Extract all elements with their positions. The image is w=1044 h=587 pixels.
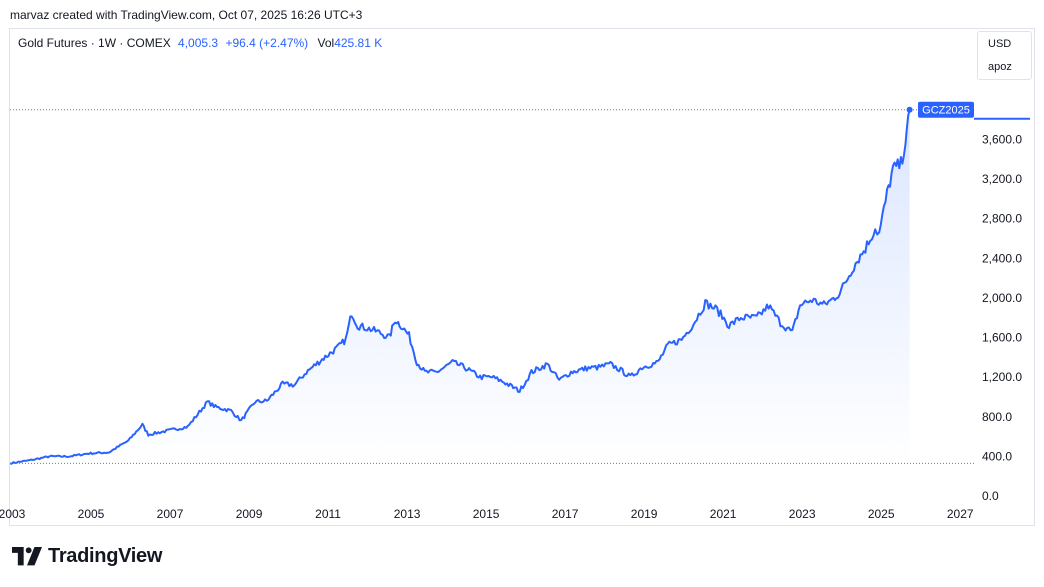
price-change: +96.4 (+2.47%): [225, 36, 309, 50]
guide-layer: [10, 106, 974, 464]
x-tick-label: 2015: [473, 507, 500, 521]
area-layer: [10, 109, 910, 467]
x-tick-label: 2011: [315, 507, 341, 521]
price-line: [9, 109, 911, 465]
symbol-name[interactable]: Gold Futures · 1W · COMEX: [18, 36, 171, 50]
tradingview-brand[interactable]: TradingView: [12, 545, 162, 568]
volume-value: 425.81 K: [334, 36, 383, 50]
y-tick-label: 2,400.0: [982, 251, 1022, 265]
y-tick-label: 800.0: [982, 410, 1012, 424]
last-price-dot: [906, 106, 913, 113]
x-tick-label: 2017: [552, 507, 579, 521]
x-tick-label: 2023: [789, 507, 816, 521]
y-tick-label: 400.0: [982, 449, 1012, 463]
x-axis: 2003 2005 2007 2009 2011 2013 2015 2017 2019 2021…: [0, 507, 974, 521]
x-tick-label: 2013: [394, 507, 421, 521]
price-area-fill: [10, 109, 910, 467]
y-tick-label: 0.0: [982, 489, 999, 503]
chart-header: marvaz created with TradingView.com, Oct…: [10, 8, 363, 22]
y-tick-label: 3,600.0: [982, 132, 1022, 146]
unit-label[interactable]: apoz: [988, 61, 1012, 73]
x-tick-label: 2003: [0, 507, 26, 521]
y-tick-label: 2,800.0: [982, 212, 1022, 226]
x-tick-label: 2009: [236, 507, 263, 521]
y-tick-label: 3,200.0: [982, 172, 1022, 186]
x-tick-label: 2007: [157, 507, 184, 521]
chart-frame: [9, 28, 1035, 526]
x-tick-label: 2027: [947, 507, 974, 521]
x-tick-label: 2019: [631, 507, 658, 521]
y-tick-label: 2,000.0: [982, 291, 1022, 305]
last-price: 4,005.3: [178, 36, 219, 50]
x-tick-label: 2025: [868, 507, 895, 521]
x-tick-label: 2021: [710, 507, 737, 521]
price-tag-label: GCZ2025: [922, 105, 970, 117]
currency-unit-selector[interactable]: USD apoz: [977, 31, 1032, 80]
price-tag-layer: GCZ2025: [918, 101, 1030, 120]
volume-label: Vol: [317, 36, 335, 50]
brand-name: TradingView: [48, 545, 163, 567]
tradingview-logo-icon: [12, 546, 42, 565]
chart-legend: Gold Futures · 1W · COMEX 4,005.3 +96.4 …: [18, 36, 382, 50]
currency-label[interactable]: USD: [988, 38, 1012, 50]
line-layer: [9, 109, 911, 465]
price-tag-box: [918, 101, 974, 118]
y-tick-label: 1,600.0: [982, 331, 1022, 345]
y-tick-label: 1,200.0: [982, 370, 1022, 384]
x-tick-label: 2005: [78, 507, 105, 521]
y-axis: 0.0 400.0 800.0 1,200.0 1,600.0 2,000.0 2,400.…: [982, 132, 1022, 503]
